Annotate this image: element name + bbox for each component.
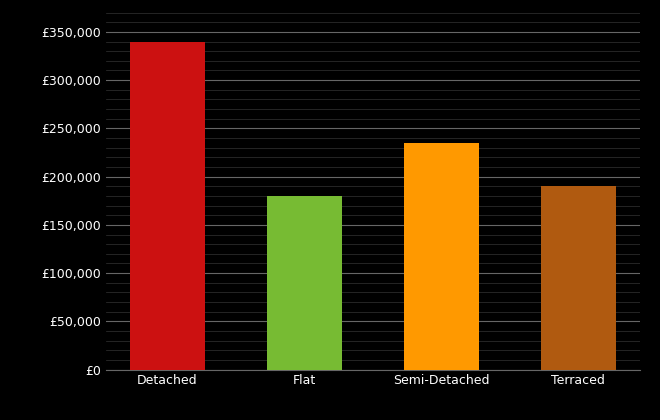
Bar — [130, 42, 205, 370]
Bar — [404, 143, 479, 370]
Bar — [267, 196, 342, 370]
Bar — [541, 186, 616, 370]
